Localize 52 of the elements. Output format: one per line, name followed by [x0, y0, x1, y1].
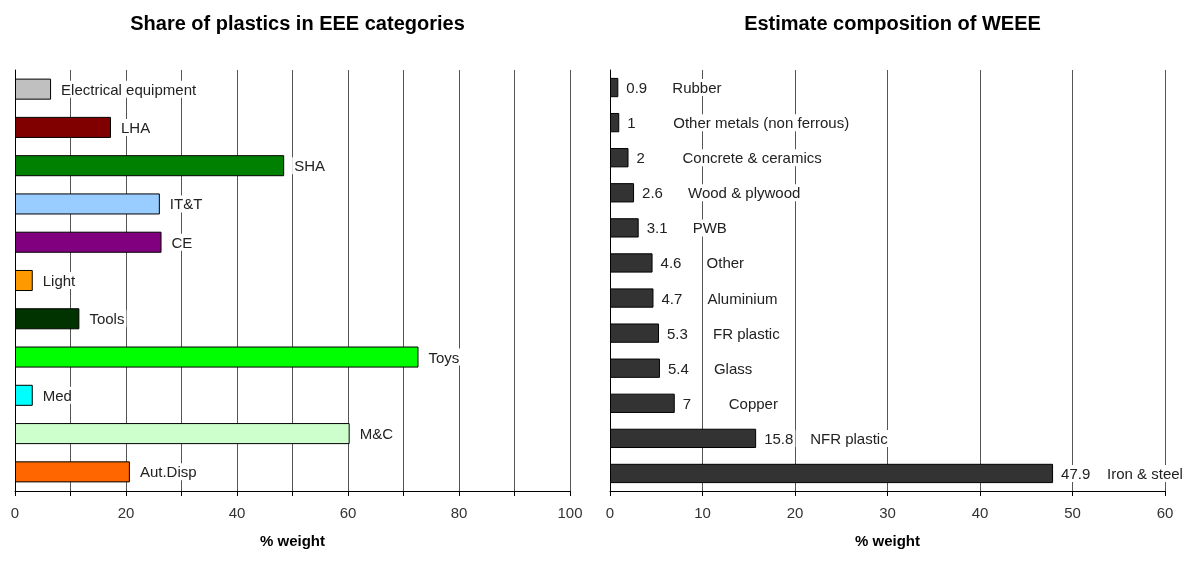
data-label: 1 — [627, 114, 636, 132]
category-label: PWB — [692, 219, 727, 237]
chart-title: Share of plastics in EEE categories — [130, 12, 465, 34]
data-label: 2.6 — [642, 184, 663, 202]
data-label: 2 — [636, 149, 645, 167]
chart-title: Estimate composition of WEEE — [744, 12, 1041, 34]
x-tick-label: 40 — [228, 504, 246, 521]
x-tick-label: 0 — [605, 504, 615, 521]
category-label: IT&T — [169, 195, 203, 213]
x-tick-label: 20 — [786, 504, 804, 521]
category-label: Glass — [713, 359, 753, 377]
data-label: 5.4 — [667, 359, 689, 377]
x-tick-label: 50 — [1064, 504, 1081, 521]
category-label: M&C — [359, 425, 394, 443]
x-tick-label: 80 — [450, 504, 468, 521]
category-label: Other — [706, 254, 745, 272]
category-label: Rubber — [672, 79, 722, 97]
data-label: 47.9 — [1061, 464, 1091, 482]
category-label: CE — [171, 233, 193, 251]
data-label: 5.3 — [667, 324, 688, 342]
category-label: Iron & steel — [1107, 464, 1183, 482]
category-label: FR plastic — [713, 324, 780, 342]
x-tick-label: 0 — [10, 504, 20, 521]
category-label: Aluminium — [707, 289, 778, 307]
x-tick-label: 100 — [557, 504, 583, 521]
category-label: Light — [42, 272, 76, 289]
x-tick-label: 30 — [879, 504, 896, 521]
x-tick-label: 40 — [971, 504, 989, 521]
x-tick-label: 20 — [117, 504, 135, 521]
x-tick-label: 10 — [694, 504, 711, 521]
x-tick-label: 60 — [1156, 504, 1174, 521]
data-label: 4.6 — [660, 254, 682, 272]
category-label: LHA — [121, 118, 151, 136]
category-label: Tools — [89, 310, 125, 328]
data-label: 4.7 — [661, 289, 683, 307]
category-label: Concrete & ceramics — [682, 149, 822, 167]
data-label: 0.9 — [626, 79, 648, 97]
x-axis-title: % weight — [854, 532, 921, 549]
category-label: Electrical equipment — [61, 80, 197, 98]
data-label: 7 — [682, 394, 692, 412]
category-label: Copper — [728, 394, 778, 412]
x-axis-title: % weight — [259, 532, 326, 549]
category-label: SHA — [294, 157, 326, 175]
data-label: 15.8 — [764, 429, 794, 447]
data-label: 3.1 — [646, 219, 668, 237]
category-label: Toys — [428, 348, 460, 366]
category-label: Aut.Disp — [139, 463, 197, 481]
category-label: Wood & plywood — [688, 184, 801, 202]
category-label: NFR plastic — [810, 429, 888, 447]
category-label: Med — [42, 386, 72, 404]
category-label: Other metals (non ferrous) — [673, 114, 850, 132]
x-tick-label: 60 — [339, 504, 357, 521]
